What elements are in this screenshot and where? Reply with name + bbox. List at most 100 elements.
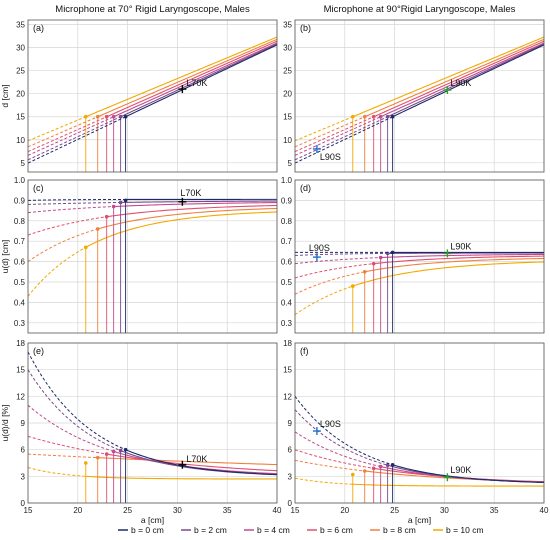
marker-b10 — [350, 114, 355, 119]
y-tick-label: 3 — [21, 472, 26, 481]
y-tick-labels: 0.3 0.4 0.5 0.6 0.7 0.8 0.9 1.0 — [281, 176, 293, 328]
x-tick-label: 25 — [123, 506, 132, 515]
marker-b4 — [111, 204, 116, 209]
panel-b: L90K L90S (b) 5 10 15 20 25 30 35 — [283, 19, 545, 173]
series-line-dashed-b8 — [27, 228, 98, 263]
marker-b0 — [390, 462, 395, 467]
series-line-b6 — [373, 255, 545, 265]
series-line-dashed-b8 — [27, 453, 98, 459]
series-line-b4 — [113, 202, 278, 208]
marker-b2 — [385, 114, 390, 119]
series-line-dashed-b8 — [294, 459, 365, 472]
marker-b4 — [111, 449, 116, 454]
y-tick-label: 0.7 — [14, 237, 26, 246]
series-line-dashed-b10 — [294, 285, 353, 316]
series-line-dashed-b2 — [294, 116, 388, 161]
y-tick-label: 20 — [283, 90, 292, 99]
series-line-dashed-b0 — [27, 351, 126, 451]
series-line-b0 — [125, 449, 278, 476]
x-tick-labels: 15 20 25 30 35 40 — [291, 506, 549, 515]
series-line-b6 — [373, 40, 545, 118]
grid — [27, 179, 278, 333]
annotation-label-l70k: L70K — [186, 78, 207, 88]
series-group — [294, 250, 545, 333]
annotations: L70K — [178, 78, 207, 94]
legend: b = 0 cm b = 2 cm b = 4 cm b = 6 cm b = 8 cm… — [118, 525, 484, 535]
series-line-b4 — [380, 253, 545, 259]
y-axis-label: u(d) [cm] — [0, 240, 10, 274]
y-tick-label: 35 — [283, 21, 292, 30]
series-line-b10 — [352, 261, 545, 287]
panel-label: (b) — [300, 23, 311, 33]
y-tick-label: 6 — [21, 446, 26, 455]
plot-frame — [294, 19, 545, 173]
y-tick-label: 1.0 — [14, 176, 26, 185]
x-tick-label: 40 — [540, 506, 549, 515]
marker-b10 — [83, 245, 88, 250]
series-group — [294, 396, 545, 503]
series-line-b10 — [352, 36, 545, 118]
legend-entry: b = 10 cm — [433, 525, 484, 535]
grid — [27, 20, 278, 172]
y-tick-label: 0.8 — [281, 217, 293, 226]
series-line-dashed-b0 — [27, 116, 126, 164]
x-tick-label: 15 — [291, 506, 300, 515]
y-tick-label: 18 — [283, 339, 292, 348]
x-tick-label: 25 — [390, 506, 399, 515]
x-tick-label: 15 — [24, 506, 33, 515]
y-tick-label: 0.5 — [14, 278, 26, 287]
annotations: L90S L90K — [312, 419, 471, 482]
series-line-dashed-b8 — [294, 271, 365, 295]
y-tick-label: 15 — [283, 366, 292, 375]
y-tick-label: 0.3 — [14, 319, 26, 328]
y-tick-label: 0.5 — [281, 278, 293, 287]
series-line-b8 — [97, 207, 278, 230]
marker-b4 — [378, 464, 383, 469]
annotations: L70K — [178, 454, 207, 469]
plot-frame — [27, 342, 278, 504]
x-tick-label: 35 — [223, 506, 232, 515]
y-axis-label: u(d)/d [%] — [0, 405, 10, 442]
series-line-dashed-b6 — [27, 116, 107, 153]
marker-b8 — [95, 455, 100, 460]
y-tick-label: 1.0 — [281, 176, 293, 185]
y-tick-label: 35 — [16, 21, 25, 30]
y-tick-label: 5 — [21, 159, 26, 168]
column-titles: Microphone at 70° Rigid Laryngoscope, Ma… — [55, 4, 515, 15]
marker-b6 — [104, 214, 109, 219]
marker-b8 — [95, 114, 100, 119]
x-tick-label: 30 — [440, 506, 449, 515]
y-tick-label: 25 — [16, 67, 25, 76]
column-title-1: Microphone at 70° Rigid Laryngoscope, Ma… — [55, 4, 250, 15]
series-line-dashed-b0 — [294, 116, 393, 164]
series-line-b8 — [364, 38, 545, 118]
legend-entry: b = 2 cm — [181, 525, 227, 535]
panel-c: L70K (c) 0.3 0.4 0.5 0.6 0.7 0.8 0.9 1.0 u(d) [cm] — [0, 176, 278, 334]
marker-b2 — [118, 114, 123, 119]
x-tick-label: 30 — [173, 506, 182, 515]
panel-a: L70K (a) 5 10 15 20 25 30 35 d [cm] — [0, 19, 278, 173]
y-tick-labels: 5 10 15 20 25 30 35 — [16, 21, 25, 168]
marker-b2 — [385, 463, 390, 468]
y-tick-label: 3 — [288, 472, 293, 481]
series-line-dashed-b4 — [294, 257, 381, 265]
series-line-b4 — [380, 42, 545, 118]
y-tick-labels: 0.3 0.4 0.5 0.6 0.7 0.8 0.9 1.0 — [14, 176, 26, 328]
x-tick-label: 40 — [273, 506, 282, 515]
marker-b6 — [371, 466, 376, 471]
x-tick-labels: 15 20 25 30 35 40 — [24, 506, 282, 515]
series-line-dashed-b4 — [27, 206, 114, 214]
annotations: L70K — [178, 188, 201, 206]
marker-b10 — [83, 461, 88, 465]
plot-frame — [294, 342, 545, 504]
annotation-label-l90s: L90S — [320, 152, 341, 162]
series-line-dashed-b6 — [294, 263, 374, 279]
series-line-dashed-b6 — [294, 449, 374, 469]
y-tick-label: 0.4 — [14, 298, 26, 307]
series-line-b6 — [106, 453, 278, 472]
panel-label: (e) — [33, 346, 44, 356]
annotation-label-l90s: L90S — [320, 419, 341, 429]
series-line-dashed-b6 — [294, 116, 374, 153]
annotation-label-l90k: L90K — [450, 241, 471, 251]
y-tick-label: 0.7 — [281, 237, 293, 246]
